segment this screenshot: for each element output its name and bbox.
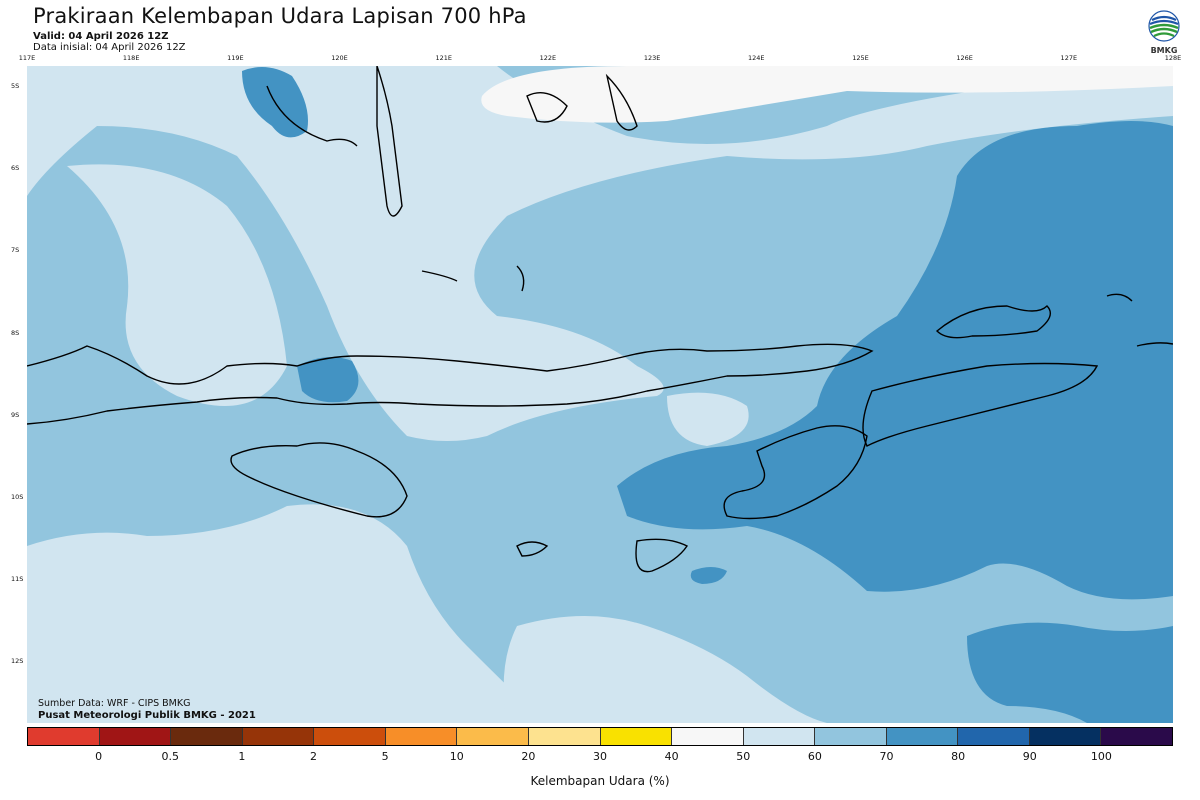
colorbar-tick: 40	[664, 750, 679, 763]
lat-label: 6S	[11, 164, 20, 173]
bmkg-logo-icon: BMKG	[1144, 8, 1184, 58]
colorbar-tick: 5	[381, 750, 389, 763]
lon-label: 121E	[435, 54, 452, 62]
colorbar-tick: 20	[521, 750, 536, 763]
lat-label: 7S	[11, 246, 20, 255]
logo-text: BMKG	[1151, 46, 1178, 55]
colorbar-tick: 70	[879, 750, 894, 763]
source-credit: Sumber Data: WRF - CIPS BMKG	[38, 698, 191, 709]
colorbar-label: Kelembapan Udara (%)	[530, 774, 670, 788]
colorbar-tick: 90	[1022, 750, 1037, 763]
colorbar-tick: 30	[593, 750, 607, 763]
publisher-credit: Pusat Meteorologi Publik BMKG - 2021	[38, 710, 256, 721]
colorbar-segment	[385, 728, 458, 745]
lat-label: 10S	[11, 493, 24, 501]
map-title: Prakiraan Kelembapan Udara Lapisan 700 h…	[33, 4, 527, 28]
colorbar-segment	[672, 728, 744, 745]
colorbar-segment	[171, 728, 243, 745]
lon-label: 128E	[1164, 54, 1182, 62]
colorbar-tick: 2	[310, 750, 317, 763]
lon-label: 122E	[539, 54, 557, 62]
colorbar-segment	[743, 728, 816, 745]
lon-label: 126E	[956, 54, 973, 62]
colorbar-segment	[528, 728, 601, 745]
lat-label: 5S	[11, 82, 20, 90]
colorbar-segment	[815, 728, 887, 745]
colorbar-segment	[886, 728, 959, 745]
colorbar-tick: 0	[95, 750, 103, 763]
humidity-40-50-region	[481, 66, 1173, 123]
lon-label: 124E	[748, 54, 765, 62]
colorbar-tick: 100	[1090, 750, 1112, 763]
lon-label: 118E	[122, 54, 140, 62]
humidity-map	[26, 65, 1174, 723]
lon-label: 127E	[1060, 54, 1078, 62]
colorbar-tick: 50	[736, 750, 751, 763]
lat-label: 8S	[11, 328, 20, 337]
colorbar-segment	[99, 728, 172, 745]
lat-label: 9S	[11, 410, 20, 419]
lat-label: 11S	[11, 575, 24, 584]
colorbar-segment	[28, 728, 100, 745]
colorbar-tick: 80	[951, 750, 966, 763]
initial-time: Data inisial: 04 April 2026 12Z	[33, 42, 186, 53]
lat-label: 12S	[11, 657, 24, 666]
colorbar-tick: 10	[449, 750, 464, 763]
colorbar-segment	[457, 728, 529, 745]
colorbar-segment	[1029, 728, 1102, 745]
lon-label: 117E	[18, 54, 36, 62]
lon-label: 125E	[852, 54, 869, 62]
colorbar-tick: 0.5	[161, 750, 180, 763]
valid-time: Valid: 04 April 2026 12Z	[33, 31, 169, 42]
colorbar-segment	[600, 728, 673, 745]
colorbar-segment	[314, 728, 386, 745]
colorbar-tick: 1	[238, 750, 246, 763]
lon-label: 120E	[331, 54, 348, 62]
colorbar-tick: 60	[807, 750, 822, 763]
lon-label: 123E	[643, 54, 661, 62]
lon-label: 119E	[227, 54, 244, 62]
colorbar-segment	[958, 728, 1030, 745]
colorbar-segment	[1101, 728, 1172, 745]
colorbar-segment	[242, 728, 315, 745]
colorbar	[27, 727, 1173, 746]
coastlines	[26, 65, 1174, 573]
humidity-70-80-regions	[242, 67, 1173, 723]
